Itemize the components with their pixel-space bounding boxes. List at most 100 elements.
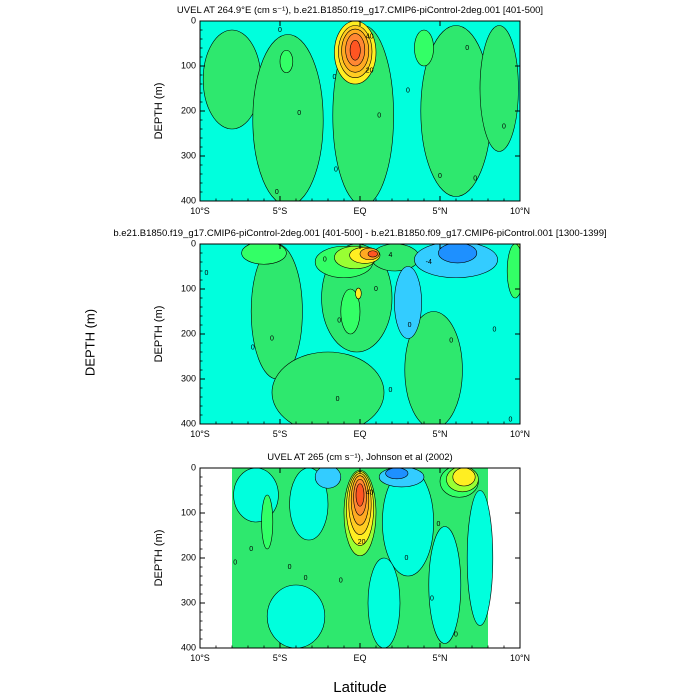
x-tick-label: 10°S (190, 653, 210, 663)
contour-label-11: 0 (492, 326, 496, 333)
y-tick-label: 300 (181, 597, 196, 607)
y-tick-label: 0 (191, 238, 196, 248)
contour-region-14 (452, 468, 476, 487)
contour-region-7 (466, 490, 494, 626)
contour-region-3 (382, 468, 434, 577)
contour-region-16 (438, 244, 478, 264)
contour-region-4 (428, 526, 462, 644)
contour-region-3 (271, 351, 385, 424)
y-tick-label: 0 (191, 462, 196, 472)
contour-region-5 (266, 584, 326, 648)
contour-label-4: 0 (233, 559, 237, 566)
contour-label-1: 40 (366, 34, 374, 41)
x-tick-label: EQ (353, 653, 366, 663)
contour-label-11: 0 (454, 631, 458, 638)
contour-label-7: 0 (406, 88, 410, 95)
contour-label-3: 0 (249, 546, 253, 553)
contour-region-8 (340, 288, 361, 335)
x-tick-label: 10°N (510, 429, 530, 439)
x-tick-label: 10°N (510, 206, 530, 216)
contour-label-7: 0 (251, 344, 255, 351)
contour-region-13 (367, 250, 378, 258)
y-axis-label: DEPTH (m) (153, 83, 165, 140)
contour-label-8: 0 (465, 45, 469, 52)
plot-area: 40 20 0 0 0 0 0 0 0 0 0 0 0 (200, 21, 520, 201)
x-tick-label: 10°S (190, 429, 210, 439)
y-tick-label: 200 (181, 105, 196, 115)
y-tick-label: 100 (181, 283, 196, 293)
y-tick-label: 200 (181, 552, 196, 562)
y-axis-label: DEPTH (m) (153, 306, 165, 363)
contour-label-12: 0 (388, 387, 392, 394)
contour-region-4 (404, 311, 463, 424)
contour-label-8: 0 (374, 286, 378, 293)
contour-label-6: 0 (270, 335, 274, 342)
y-tick-label: 400 (181, 195, 196, 205)
contour-label-4: 0 (323, 257, 327, 264)
contour-label-7: 0 (339, 577, 343, 584)
contour-region-12 (349, 40, 361, 61)
contour-label-10: 0 (334, 166, 338, 173)
contour-region-2 (252, 34, 324, 201)
contour-label-5: 0 (288, 564, 292, 571)
contour-label-13: 0 (275, 189, 279, 196)
contour-label-14: 0 (508, 416, 512, 423)
contour-label-11: 0 (438, 173, 442, 180)
figure-ylabel: DEPTH (m) (82, 308, 98, 377)
contour-region-11 (261, 494, 274, 550)
contour-label-9: 0 (436, 521, 440, 528)
y-tick-label: 100 (181, 60, 196, 70)
contour-region-7 (479, 25, 519, 152)
x-tick-label: 10°N (510, 653, 530, 663)
figure-xlabel: Latitude (333, 679, 387, 696)
y-tick-label: 400 (181, 418, 196, 428)
y-tick-label: 0 (191, 15, 196, 25)
plot-area: 4 -4 0 0 0 0 0 0 0 0 0 0 0 0 (200, 244, 520, 424)
x-tick-label: EQ (353, 206, 366, 216)
contour-label-2: 20 (358, 539, 366, 546)
contour-region-3 (279, 49, 294, 74)
contour-region-6 (367, 557, 401, 648)
contour-label-6: 0 (377, 112, 381, 119)
contour-label-10: 0 (449, 338, 453, 345)
contour-region-1 (202, 29, 262, 130)
x-tick-label: 5°N (432, 429, 447, 439)
y-axis-label: DEPTH (m) (153, 530, 165, 587)
chart-title: UVEL AT 265 (cm s⁻¹), Johnson et al (200… (267, 452, 452, 463)
plot-area: 40 20 0 0 0 0 0 0 0 0 0 (232, 468, 494, 648)
x-tick-label: 5°N (432, 653, 447, 663)
contour-label-10: 0 (430, 595, 434, 602)
contour-label-13: 0 (336, 396, 340, 403)
chart-title: UVEL AT 264.9°E (cm s⁻¹), b.e21.B1850.f1… (177, 5, 543, 16)
contour-label-9: 0 (408, 322, 412, 329)
contour-label-2: -4 (426, 259, 432, 266)
y-tick-label: 100 (181, 507, 196, 517)
contour-label-1: 40 (366, 490, 374, 497)
chart-title: b.e21.B1850.f19_g17.CMIP6-piControl-2deg… (113, 228, 606, 239)
contour-label-8: 0 (404, 555, 408, 562)
contour-region-10 (385, 468, 409, 480)
contour-label-3: 0 (278, 27, 282, 34)
contour-region-6 (414, 29, 434, 67)
y-tick-label: 300 (181, 373, 196, 383)
contour-label-3: 0 (204, 270, 208, 277)
x-tick-label: EQ (353, 429, 366, 439)
contour-label-4: 0 (332, 74, 336, 81)
contour-label-9: 0 (502, 124, 506, 131)
x-tick-label: 5°S (273, 206, 288, 216)
contour-region-2 (289, 468, 329, 541)
contour-region-18 (506, 244, 520, 299)
contour-label-12: 0 (473, 175, 477, 182)
contour-region-20 (355, 483, 365, 507)
chart-panel-2: 4-4000000000000b.e21.B1850.f19_g17.CMIP6… (113, 228, 606, 439)
x-tick-label: 5°S (273, 653, 288, 663)
contour-region-14 (394, 266, 422, 339)
contour-label-5: 0 (337, 317, 341, 324)
contour-label-5: 0 (297, 110, 301, 117)
x-tick-label: 10°S (190, 206, 210, 216)
contour-region-6 (241, 244, 287, 265)
y-tick-label: 400 (181, 642, 196, 652)
